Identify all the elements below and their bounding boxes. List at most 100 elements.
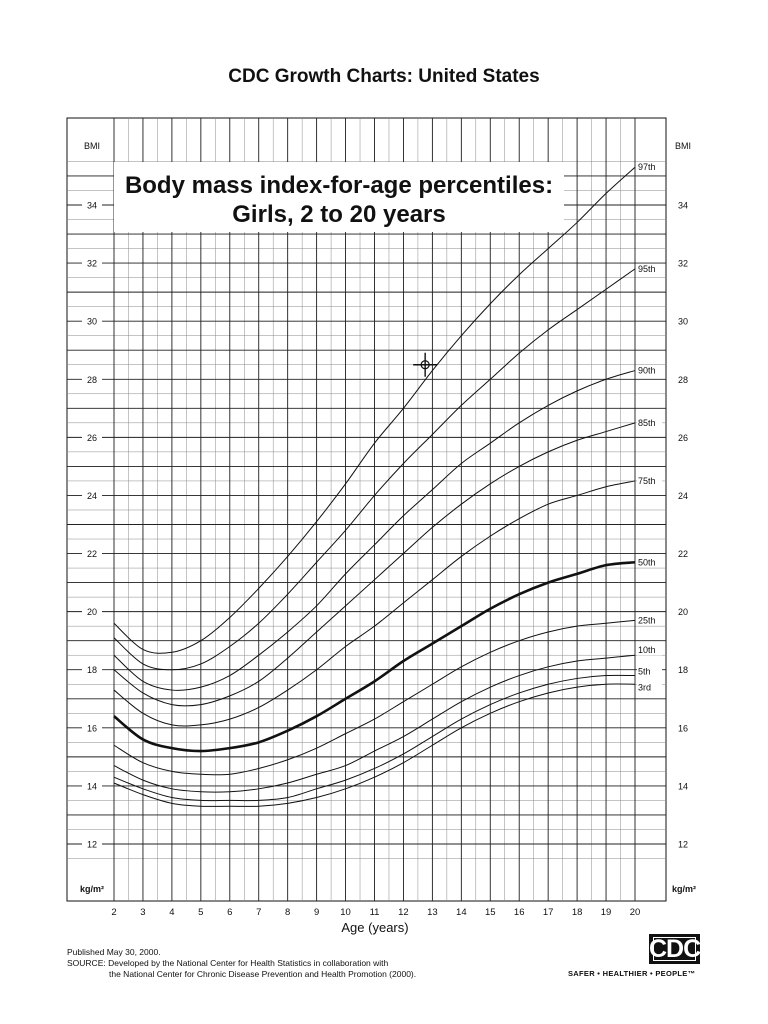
curve-label-bg <box>637 365 662 376</box>
curve-label-bg <box>637 615 662 626</box>
chart-title-line1: Body mass index-for-age percentiles: <box>125 172 553 199</box>
y-tick-label-bg <box>673 721 693 734</box>
x-tick-label: 9 <box>314 907 319 918</box>
y-tick-label-bg <box>82 547 102 560</box>
curve-25th <box>113 619 636 776</box>
x-tick-label: 3 <box>140 907 145 918</box>
curve-label-97th: 97th <box>638 162 656 172</box>
y-tick-label-bg <box>82 663 102 676</box>
plot-frame <box>66 117 667 902</box>
y-tick-label-bg <box>82 605 102 618</box>
y-tick-label-right: 18 <box>678 665 688 675</box>
curve-label-85th: 85th <box>638 418 656 428</box>
curve-label-75th: 75th <box>638 476 656 486</box>
y-tick-label-left: 12 <box>87 840 97 850</box>
y-tick-label-bg <box>673 605 693 618</box>
y-tick-label-bg <box>673 663 693 676</box>
curve-label-bg <box>637 475 662 486</box>
y-label-top-left: BMI <box>84 141 100 151</box>
y-tick-label-bg <box>82 779 102 792</box>
curve-label-bg <box>637 666 662 677</box>
y-tick-label-bg <box>673 199 693 211</box>
percentile-labels: 3rd 5th 10th 25th 50th 75th 85th 90th 95th 97th <box>637 162 662 693</box>
y-tick-label-left: 18 <box>87 665 97 675</box>
curve-95th <box>113 268 636 671</box>
y-label-top-right: BMI <box>675 141 691 151</box>
y-tick-label-left: 26 <box>87 433 97 443</box>
grid-major <box>67 118 666 901</box>
x-tick-label: 12 <box>398 907 409 918</box>
y-tick-label-right: 14 <box>678 781 688 791</box>
y-tick-label-right: 34 <box>678 201 688 211</box>
footer-source: Published May 30, 2000. SOURCE: Develope… <box>67 947 416 980</box>
curve-85th <box>113 422 636 707</box>
curve-5th <box>113 674 636 802</box>
x-tick-label: 16 <box>514 907 525 918</box>
cdc-logo: CDC <box>649 934 701 964</box>
x-tick-label: 2 <box>111 907 116 918</box>
y-tick-label-bg <box>673 838 693 850</box>
y-tick-label-bg <box>82 838 102 850</box>
curve-label-10th: 10th <box>638 645 656 655</box>
chart-title-line2: Girls, 2 to 20 years <box>232 201 445 228</box>
x-tick-label: 8 <box>285 907 290 918</box>
y-axis-ticks: 12 12 14 14 16 16 18 18 20 20 22 22 24 24 26 26 28 28 30 30… <box>82 199 693 850</box>
y-tick-label-bg <box>673 779 693 792</box>
y-tick-label-left: 24 <box>87 491 97 501</box>
y-tick-label-bg <box>673 547 693 560</box>
y-tick-label-right: 32 <box>678 259 688 269</box>
y-tick-label-bg <box>673 315 693 328</box>
y-tick-label-left: 20 <box>87 607 97 617</box>
crosshair-marker <box>413 352 438 377</box>
y-tick-label-right: 24 <box>678 491 688 501</box>
y-tick-label-bg <box>673 257 693 270</box>
y-tick-label-bg <box>82 489 102 502</box>
curve-label-50th: 50th <box>638 557 656 567</box>
x-tick-label: 10 <box>340 907 351 918</box>
y-tick-label-bg <box>82 373 102 386</box>
y-tick-label-left: 22 <box>87 549 97 559</box>
y-tick-label-right: 20 <box>678 607 688 617</box>
y-tick-label-bg <box>673 489 693 502</box>
footer-source-line: SOURCE: Developed by the National Center… <box>67 958 389 968</box>
curve-label-bg <box>637 682 662 693</box>
x-tick-label: 18 <box>572 907 583 918</box>
y-tick-label-bg <box>82 257 102 270</box>
y-tick-label-right: 12 <box>678 840 688 850</box>
y-tick-label-bg <box>82 721 102 734</box>
y-tick-label-bg <box>82 199 102 211</box>
percentile-curves <box>113 166 636 807</box>
curve-label-5th: 5th <box>638 667 651 677</box>
curve-label-bg <box>637 417 662 428</box>
x-axis-ticks: 2 3 4 5 6 7 8 9 10 11 12 13 14 15 16 17 18 19 20 <box>111 907 640 918</box>
curve-3rd <box>113 683 636 807</box>
y-tick-label-left: 34 <box>87 201 97 211</box>
curve-label-bg <box>637 263 662 274</box>
curve-label-25th: 25th <box>638 615 656 625</box>
y-label-bottom-left: kg/m² <box>80 884 104 894</box>
x-tick-label: 6 <box>227 907 232 918</box>
x-tick-label: 4 <box>169 907 174 918</box>
curve-label-bg <box>637 645 662 656</box>
x-tick-label: 11 <box>370 907 380 918</box>
x-tick-label: 5 <box>198 907 203 918</box>
x-tick-label: 20 <box>630 907 641 918</box>
annotation-markers <box>413 352 438 377</box>
x-tick-label: 13 <box>427 907 438 918</box>
y-tick-label-bg <box>673 431 693 444</box>
y-tick-label-bg <box>673 373 693 386</box>
curve-97th <box>113 166 636 654</box>
y-tick-label-right: 28 <box>678 375 688 385</box>
y-tick-label-left: 28 <box>87 375 97 385</box>
y-tick-label-right: 22 <box>678 549 688 559</box>
curve-10th <box>113 654 636 793</box>
x-axis-label: Age (years) <box>341 920 408 935</box>
footer-source-line2: the National Center for Chronic Disease … <box>109 969 417 979</box>
x-tick-label: 14 <box>456 907 467 918</box>
y-tick-label-right: 16 <box>678 723 688 733</box>
footer-published: Published May 30, 2000. <box>67 947 161 957</box>
y-tick-label-right: 26 <box>678 433 688 443</box>
x-tick-label: 7 <box>256 907 261 918</box>
curve-label-95th: 95th <box>638 264 656 274</box>
x-tick-label: 15 <box>485 907 496 918</box>
